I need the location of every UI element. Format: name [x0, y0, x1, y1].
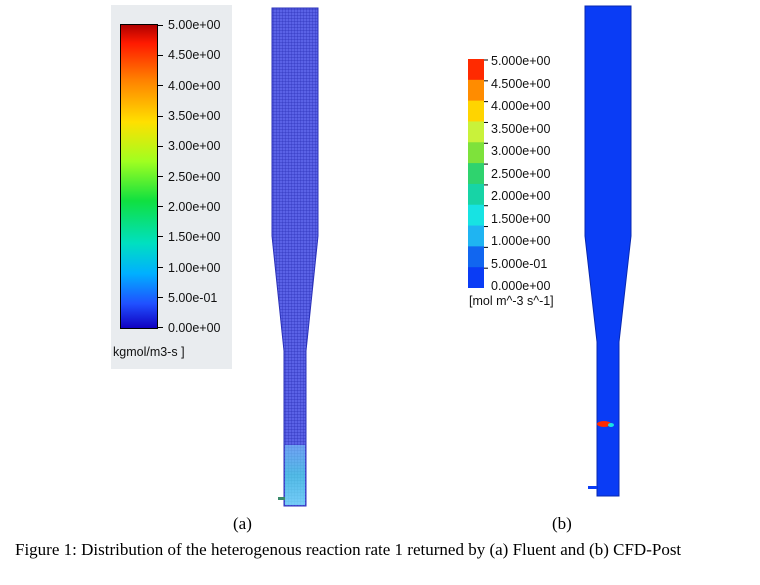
fluent-reaction-zone — [285, 445, 305, 505]
cfdpost-tick-1: 4.500e+00 — [491, 77, 551, 91]
cfdpost-color-band — [468, 163, 484, 185]
cfdpost-color-band — [468, 246, 484, 268]
fluent-tick-0: 5.00e+00 — [168, 18, 221, 32]
cfdpost-tick-3: 3.500e+00 — [491, 122, 551, 136]
cfdpost-tick-2: 4.000e+00 — [491, 99, 551, 113]
fluent-tick-3: 3.50e+00 — [168, 109, 221, 123]
fluent-tick-mark — [157, 266, 163, 268]
cfdpost-tick-5: 2.500e+00 — [491, 167, 551, 181]
fluent-tick-2: 4.00e+00 — [168, 79, 221, 93]
cfdpost-tick-7: 1.500e+00 — [491, 212, 551, 226]
fluent-tick-mark — [157, 176, 163, 177]
fluent-tick-9: 5.00e-01 — [168, 291, 218, 305]
fluent-tick-5: 2.50e+00 — [168, 170, 221, 184]
fluent-colorbar — [120, 24, 158, 329]
fluent-tick-mark — [157, 25, 163, 26]
cfdpost-tick-4: 3.000e+00 — [491, 144, 551, 158]
fluent-tick-mark — [157, 85, 163, 87]
cfdpost-color-band — [468, 121, 484, 143]
cfdpost-tick-10: 0.000e+00 — [491, 279, 551, 293]
fluent-tick-1: 4.50e+00 — [168, 48, 221, 62]
fluent-tick-8: 1.00e+00 — [168, 261, 221, 275]
fluent-tick-mark — [157, 145, 163, 147]
fluent-tick-7: 1.50e+00 — [168, 230, 221, 244]
cfdpost-tick-6: 2.000e+00 — [491, 189, 551, 203]
fluent-tick-mark — [157, 115, 163, 117]
cfdpost-color-band — [468, 267, 484, 288]
cfdpost-color-band — [468, 100, 484, 122]
cfdpost-inlet-pipe — [588, 486, 597, 489]
fluent-tick-mark — [157, 55, 163, 57]
fluent-unit-label: kgmol/m3-s ] — [113, 345, 185, 359]
cfdpost-color-band — [468, 183, 484, 206]
fluent-tick-mark — [157, 327, 163, 328]
cfdpost-unit-label: [mol m^-3 s^-1] — [469, 294, 554, 308]
fluent-inlet-pipe — [278, 497, 285, 500]
cfdpost-tick-0: 5.000e+00 — [491, 54, 551, 68]
cfdpost-color-band — [468, 204, 484, 227]
fluent-reactor-body — [271, 7, 319, 507]
fluent-tick-6: 2.00e+00 — [168, 200, 221, 214]
cfdpost-tick-8: 1.000e+00 — [491, 234, 551, 248]
cfdpost-reactor-body — [584, 5, 632, 497]
fluent-legend-panel: 5.00e+00 4.50e+00 4.00e+00 3.50e+00 3.00… — [111, 5, 232, 369]
cfdpost-color-band — [468, 225, 484, 247]
cfdpost-color-band — [468, 142, 484, 164]
cfdpost-hotspot — [597, 421, 611, 427]
panel-b-label: (b) — [552, 514, 572, 533]
fluent-tick-mark — [157, 236, 163, 238]
fluent-tick-4: 3.00e+00 — [168, 139, 221, 153]
cfdpost-tick-9: 5.000e-01 — [491, 257, 548, 271]
panel-a-label: (a) — [233, 514, 252, 533]
fluent-tick-mark — [157, 206, 163, 208]
cfdpost-color-band — [468, 59, 484, 81]
fluent-tick-10: 0.00e+00 — [168, 321, 221, 335]
cfdpost-colorbar — [468, 59, 488, 288]
cfdpost-color-band — [468, 79, 484, 102]
figure-caption: Figure 1: Distribution of the heterogeno… — [15, 540, 682, 559]
fluent-tick-mark — [157, 296, 163, 298]
